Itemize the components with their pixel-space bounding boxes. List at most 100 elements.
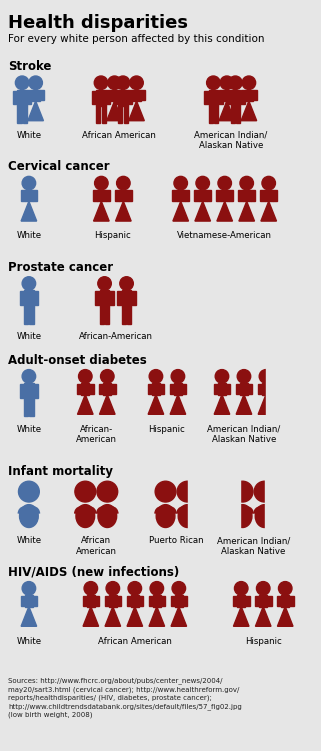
Text: HIV/AIDS (new infections): HIV/AIDS (new infections) (8, 566, 179, 578)
FancyBboxPatch shape (30, 400, 34, 416)
Text: Vietnamese-American: Vietnamese-American (177, 231, 272, 240)
FancyBboxPatch shape (149, 596, 153, 606)
Circle shape (108, 76, 121, 89)
Polygon shape (77, 394, 93, 415)
FancyBboxPatch shape (100, 290, 109, 307)
FancyBboxPatch shape (105, 307, 109, 324)
Circle shape (155, 481, 176, 502)
Circle shape (100, 369, 114, 383)
FancyBboxPatch shape (175, 595, 183, 607)
FancyBboxPatch shape (218, 383, 226, 394)
FancyBboxPatch shape (266, 367, 318, 424)
FancyBboxPatch shape (245, 596, 249, 606)
Text: Hispanic: Hispanic (94, 231, 131, 240)
Polygon shape (233, 607, 249, 626)
FancyBboxPatch shape (221, 190, 229, 201)
Polygon shape (258, 394, 274, 415)
Circle shape (196, 176, 210, 190)
FancyBboxPatch shape (114, 91, 118, 104)
FancyBboxPatch shape (126, 596, 131, 606)
FancyBboxPatch shape (262, 383, 270, 394)
Circle shape (120, 276, 133, 290)
Ellipse shape (178, 505, 197, 527)
FancyBboxPatch shape (117, 291, 122, 305)
Ellipse shape (255, 505, 274, 527)
FancyBboxPatch shape (20, 385, 24, 398)
FancyBboxPatch shape (240, 91, 245, 104)
Circle shape (254, 481, 275, 502)
Circle shape (259, 369, 273, 383)
FancyBboxPatch shape (160, 384, 164, 394)
FancyBboxPatch shape (33, 596, 37, 606)
FancyBboxPatch shape (174, 383, 182, 394)
Text: Puerto Rican: Puerto Rican (149, 536, 204, 545)
FancyBboxPatch shape (237, 595, 245, 607)
FancyBboxPatch shape (24, 307, 28, 324)
Circle shape (232, 481, 253, 502)
Polygon shape (173, 201, 188, 221)
Polygon shape (28, 101, 43, 121)
FancyBboxPatch shape (95, 596, 99, 606)
Polygon shape (149, 607, 165, 626)
FancyBboxPatch shape (131, 291, 136, 305)
FancyBboxPatch shape (148, 384, 152, 394)
Text: White: White (16, 637, 41, 646)
Text: Cervical cancer: Cervical cancer (8, 161, 110, 173)
FancyBboxPatch shape (248, 384, 252, 394)
FancyBboxPatch shape (118, 106, 123, 123)
Text: Prostate cancer: Prostate cancer (8, 261, 113, 273)
Polygon shape (116, 201, 131, 221)
Polygon shape (127, 607, 143, 626)
FancyBboxPatch shape (240, 90, 245, 101)
FancyBboxPatch shape (119, 190, 127, 201)
Polygon shape (195, 201, 211, 221)
Circle shape (242, 76, 256, 89)
Polygon shape (171, 607, 187, 626)
FancyBboxPatch shape (259, 595, 267, 607)
Text: White: White (16, 424, 41, 433)
FancyBboxPatch shape (92, 91, 96, 104)
FancyBboxPatch shape (81, 383, 90, 394)
FancyBboxPatch shape (265, 190, 273, 201)
Circle shape (106, 581, 120, 595)
FancyBboxPatch shape (209, 106, 213, 123)
FancyBboxPatch shape (105, 596, 109, 606)
Polygon shape (107, 101, 122, 121)
Circle shape (278, 581, 292, 595)
FancyBboxPatch shape (110, 89, 119, 101)
FancyBboxPatch shape (24, 400, 28, 416)
FancyBboxPatch shape (223, 89, 231, 101)
FancyBboxPatch shape (124, 106, 128, 123)
FancyBboxPatch shape (281, 595, 289, 607)
Text: American Indian/
Alaskan Native: American Indian/ Alaskan Native (207, 424, 281, 444)
FancyBboxPatch shape (169, 384, 174, 394)
FancyBboxPatch shape (231, 90, 235, 101)
Text: African-American: African-American (79, 332, 152, 341)
Polygon shape (148, 394, 164, 415)
FancyBboxPatch shape (24, 290, 34, 307)
FancyBboxPatch shape (13, 91, 17, 104)
FancyBboxPatch shape (24, 383, 34, 400)
FancyBboxPatch shape (231, 106, 235, 123)
FancyBboxPatch shape (106, 191, 110, 201)
Text: American Indian/
Alaskan Native: American Indian/ Alaskan Native (217, 536, 290, 556)
FancyBboxPatch shape (236, 106, 240, 123)
Text: African
American: African American (76, 536, 117, 556)
FancyBboxPatch shape (118, 89, 128, 106)
FancyBboxPatch shape (236, 384, 240, 394)
FancyBboxPatch shape (255, 596, 259, 606)
FancyBboxPatch shape (172, 191, 177, 201)
Text: White: White (16, 231, 41, 240)
FancyBboxPatch shape (106, 91, 110, 104)
FancyBboxPatch shape (25, 595, 33, 607)
Text: Sources: http://www.fhcrc.org/about/pubs/center_news/2004/
may20/sart3.html (cer: Sources: http://www.fhcrc.org/about/pubs… (8, 677, 242, 719)
FancyBboxPatch shape (97, 190, 106, 201)
Ellipse shape (156, 505, 175, 527)
Text: White: White (16, 332, 41, 341)
FancyBboxPatch shape (226, 384, 230, 394)
Circle shape (29, 76, 42, 89)
FancyBboxPatch shape (226, 91, 231, 104)
FancyBboxPatch shape (277, 596, 281, 606)
FancyBboxPatch shape (122, 290, 131, 307)
Text: White: White (16, 536, 41, 545)
